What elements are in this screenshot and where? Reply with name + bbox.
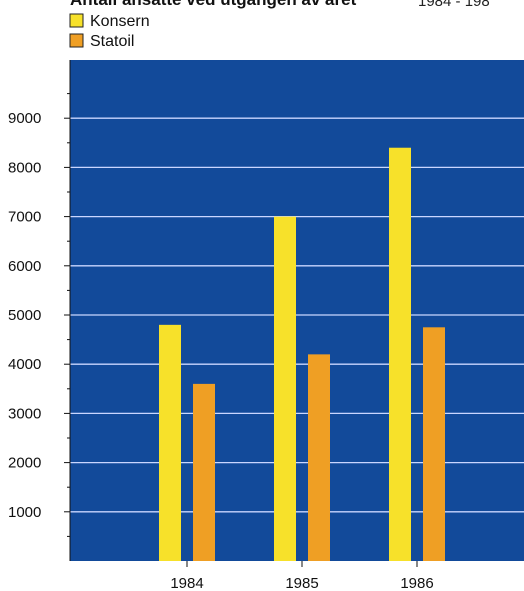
- legend: Konsern Statoil: [69, 13, 150, 50]
- bar-statoil-1985: [308, 354, 330, 561]
- legend-label-statoil: Statoil: [90, 33, 134, 50]
- y-tick-label-8000: 8000: [8, 159, 41, 176]
- legend-swatch-statoil: [69, 33, 84, 48]
- y-tick-label-7000: 7000: [8, 209, 41, 226]
- y-tick-label-5000: 5000: [8, 307, 41, 324]
- bars: [159, 147, 445, 561]
- x-axis: 1984 1985 1986: [170, 561, 434, 591]
- bar-konsern-1984: [159, 324, 181, 561]
- legend-swatch-konsern: [69, 13, 84, 28]
- gridlines: [70, 117, 524, 513]
- y-tick-label-9000: 9000: [8, 110, 41, 127]
- chart-year-range: 1984 - 198: [418, 0, 490, 10]
- y-tick-label-4000: 4000: [8, 356, 41, 373]
- bar-statoil-1986: [423, 327, 445, 561]
- y-tick-label-1000: 1000: [8, 504, 41, 521]
- plot-area: [70, 60, 524, 561]
- bar-konsern-1986: [389, 147, 411, 561]
- chart-title: Antall ansatte ved utgangen av året: [70, 0, 357, 9]
- legend-label-konsern: Konsern: [90, 13, 150, 30]
- x-tick-label-1986: 1986: [400, 575, 433, 591]
- y-tick-label-6000: 6000: [8, 258, 41, 275]
- y-tick-label-3000: 3000: [8, 405, 41, 422]
- bar-statoil-1984: [193, 383, 215, 561]
- bar-konsern-1985: [274, 216, 296, 561]
- y-axis: 1000 2000 3000 4000 5000 6000 7000 8000 9000: [8, 60, 71, 561]
- x-tick-label-1984: 1984: [170, 575, 203, 591]
- y-tick-label-2000: 2000: [8, 455, 41, 472]
- x-tick-label-1985: 1985: [285, 575, 318, 591]
